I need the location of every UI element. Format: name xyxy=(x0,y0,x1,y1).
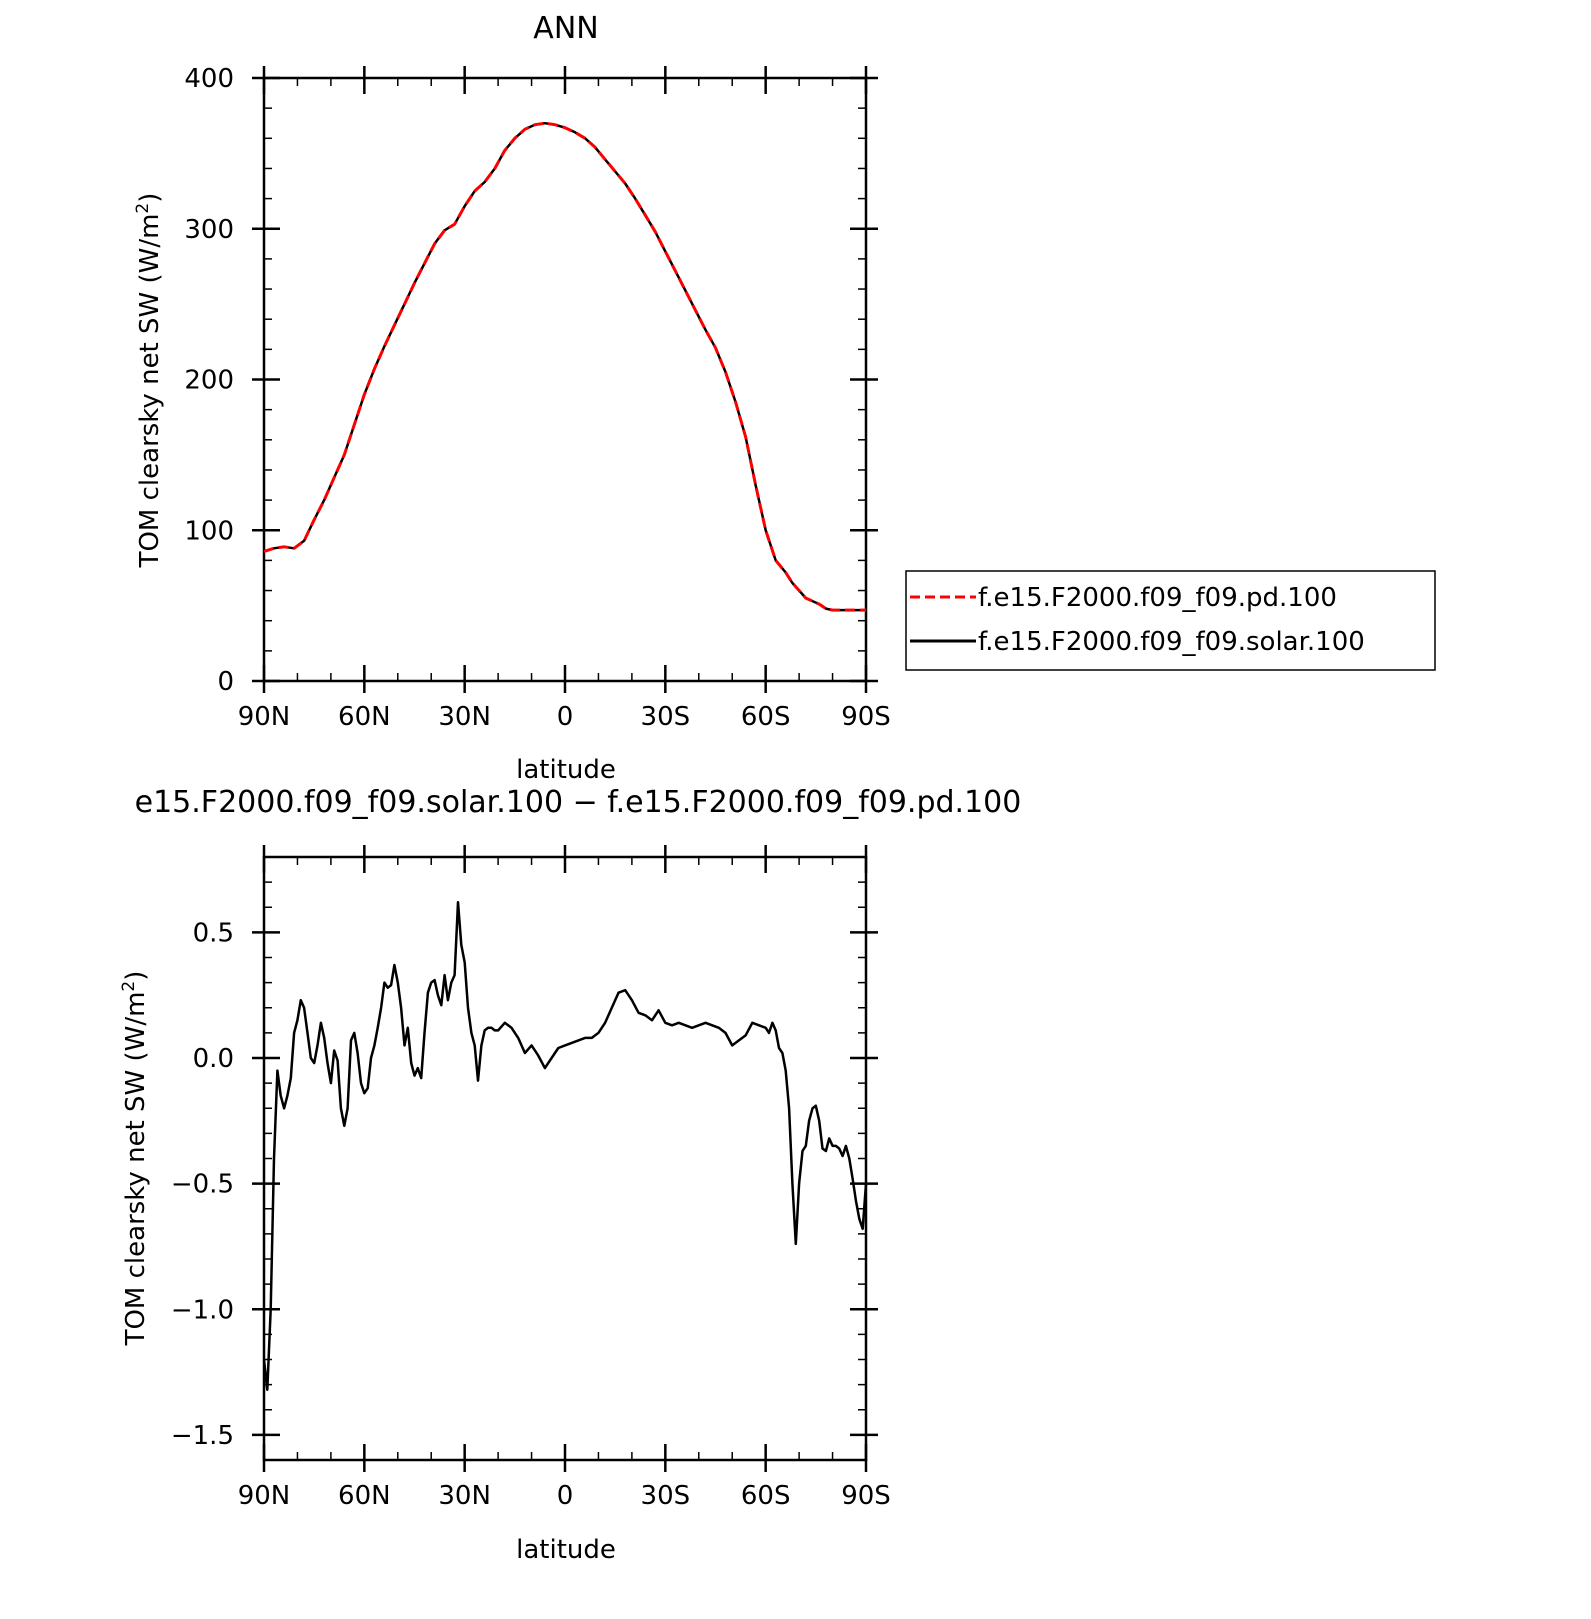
top-chart-title: ANN xyxy=(533,11,598,46)
top-chart-panel: ANN 90N 60N 30N 0 30S 60S 90S 0 100 200 300 400 lat… xyxy=(133,11,1436,785)
x-tick-label: 30N xyxy=(438,1481,491,1511)
x-tick-label: 0 xyxy=(557,1481,574,1511)
legend-label-solar: f.e15.F2000.f09_f09.solar.100 xyxy=(978,627,1365,657)
bottom-chart-series xyxy=(262,900,868,1391)
x-tick-label: 30S xyxy=(641,702,691,732)
series-line-1 xyxy=(263,121,866,612)
y-tick-label: 300 xyxy=(184,215,234,245)
x-tick-label: 60S xyxy=(741,702,791,732)
top-chart-series xyxy=(263,121,866,612)
y-tick-label: 0.0 xyxy=(193,1044,234,1074)
x-tick-label: 60S xyxy=(741,1481,791,1511)
top-chart-legend: f.e15.F2000.f09_f09.pd.100 f.e15.F2000.f… xyxy=(905,570,1436,671)
x-tick-label: 0 xyxy=(557,702,574,732)
bottom-chart-panel: e15.F2000.f09_f09.solar.100 − f.e15.F200… xyxy=(119,785,1021,1565)
x-tick-label: 60N xyxy=(338,702,391,732)
y-tick-label: 0 xyxy=(217,667,234,697)
x-tick-label: 90S xyxy=(841,1481,891,1511)
top-chart-y-axis-label: TOM clearsky net SW (W/m2) xyxy=(133,193,165,569)
x-tick-label: 90S xyxy=(841,702,891,732)
x-tick-label: 60N xyxy=(338,1481,391,1511)
series-line-0 xyxy=(262,900,868,1391)
x-tick-label: 90N xyxy=(238,1481,291,1511)
legend-box xyxy=(905,570,1436,671)
bottom-chart-axes: 90N 60N 30N 0 30S 60S 90S 0.5 0.0 −0.5 −1.0 −1.5 xyxy=(171,845,891,1511)
x-tick-label: 90N xyxy=(238,702,291,732)
y-tick-label: 400 xyxy=(184,64,234,94)
bottom-chart-x-axis-label: latitude xyxy=(516,1535,616,1565)
legend-label-pd: f.e15.F2000.f09_f09.pd.100 xyxy=(978,583,1337,613)
y-tick-label: 100 xyxy=(184,516,234,546)
x-tick-label: 30S xyxy=(641,1481,691,1511)
plot-frame xyxy=(262,855,868,1462)
top-chart-axes: 90N 60N 30N 0 30S 60S 90S 0 100 200 300 400 xyxy=(184,64,890,732)
bottom-chart-y-axis-label: TOM clearsky net SW (W/m2) xyxy=(119,971,151,1347)
y-tick-label: −1.0 xyxy=(171,1295,234,1325)
y-tick-label: 200 xyxy=(184,366,234,396)
y-tick-label: −1.5 xyxy=(171,1421,234,1451)
y-tick-label: −0.5 xyxy=(171,1170,234,1200)
series-line-0 xyxy=(263,121,866,612)
bottom-chart-title: e15.F2000.f09_f09.solar.100 − f.e15.F200… xyxy=(135,785,1022,820)
x-tick-label: 30N xyxy=(438,702,491,732)
y-tick-label: 0.5 xyxy=(193,918,234,948)
top-chart-x-axis-label: latitude xyxy=(516,755,616,785)
plot-frame xyxy=(262,76,868,683)
